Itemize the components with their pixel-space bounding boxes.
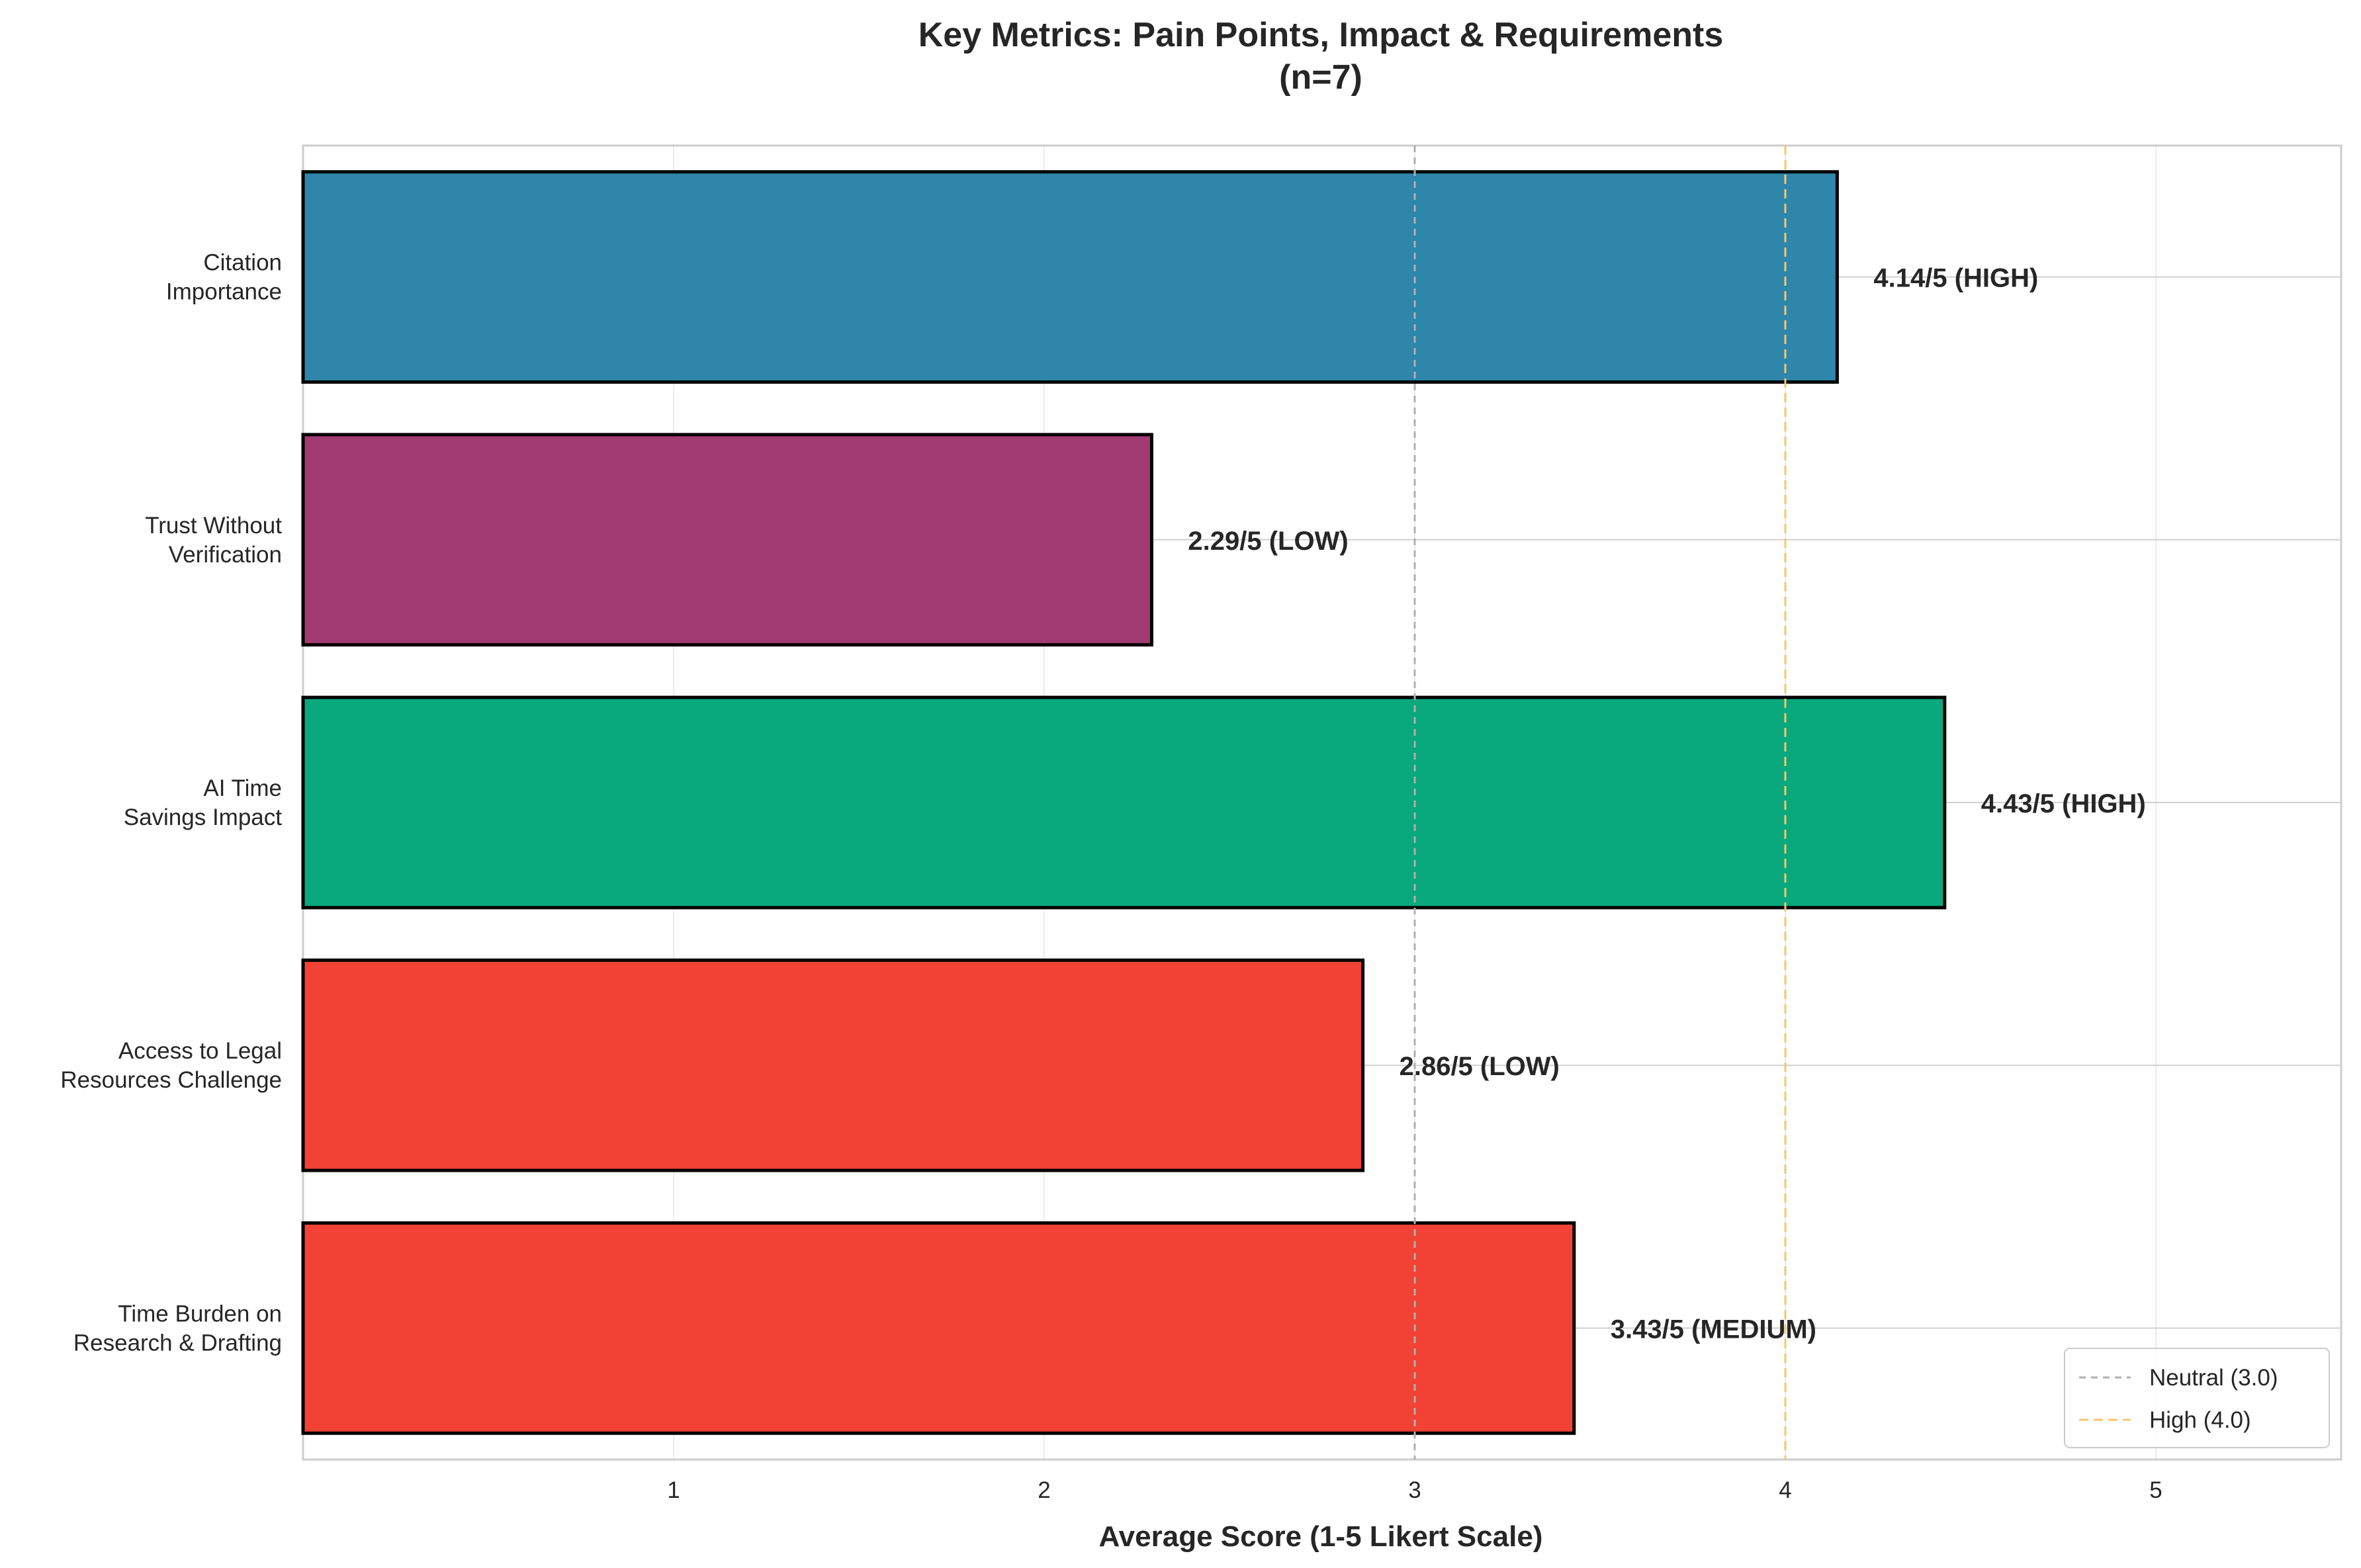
bar (301, 695, 1947, 910)
bar (301, 170, 1839, 384)
bar-value-label: 2.29/5 (LOW) (1188, 527, 1348, 556)
category-label: Time Burden on (118, 1301, 282, 1327)
legend-label: Neutral (3.0) (2149, 1365, 2278, 1391)
category-label: Access to Legal (118, 1038, 282, 1064)
bar-value-label: 2.86/5 (LOW) (1400, 1052, 1560, 1081)
category-label: Verification (169, 542, 282, 568)
category-label: Trust Without (145, 513, 282, 539)
bar (301, 433, 1153, 647)
x-tick-label: 5 (2149, 1477, 2162, 1503)
bar-value-label: 3.43/5 (MEDIUM) (1611, 1315, 1816, 1344)
category-label: Savings Impact (124, 805, 283, 830)
x-tick-label: 1 (667, 1477, 680, 1503)
plot-area: 4.14/5 (HIGH) 2.29/5 (LOW) 4.43/5 (HIGH) 2.… (60, 144, 2342, 1503)
chart-subtitle: (n=7) (1279, 58, 1362, 97)
bar-value-label: 4.43/5 (HIGH) (1981, 789, 2146, 818)
category-label: Citation (203, 250, 282, 276)
x-axis-label: Average Score (1-5 Likert Scale) (1099, 1520, 1543, 1553)
category-label: Resources Challenge (60, 1067, 282, 1093)
category-label: AI Time (203, 775, 282, 801)
chart-title: Key Metrics: Pain Points, Impact & Requi… (918, 16, 1724, 54)
legend-label: High (4.0) (2149, 1407, 2251, 1433)
bar (301, 1221, 1576, 1435)
category-label: Importance (166, 279, 282, 305)
x-tick-label: 2 (1038, 1477, 1050, 1503)
legend-box (2064, 1348, 2330, 1448)
bar (301, 958, 1365, 1172)
bar-value-label: 4.14/5 (HIGH) (1873, 264, 2038, 293)
category-label: Research & Drafting (73, 1330, 282, 1356)
x-tick-label: 4 (1779, 1477, 1791, 1503)
x-tick-label: 3 (1408, 1477, 1421, 1503)
legend: Neutral (3.0) High (4.0) (2064, 1348, 2330, 1448)
